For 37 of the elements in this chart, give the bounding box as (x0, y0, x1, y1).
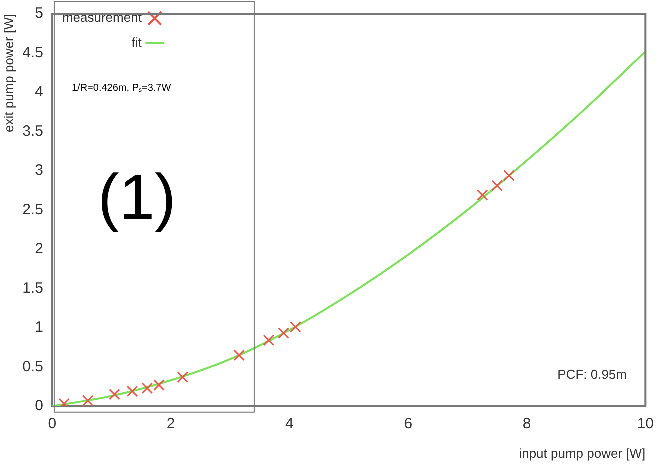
point (234, 350, 246, 362)
x-tick-label: 6 (404, 416, 413, 433)
y-tick-label: 3.5 (22, 122, 44, 140)
point (82, 395, 94, 406)
y-tick-label: 1 (35, 319, 44, 336)
annotation: 1/R=0.426m, Pₛ=3.7W (72, 82, 172, 94)
point (278, 328, 290, 340)
point (142, 382, 154, 394)
point (109, 388, 120, 400)
point (504, 170, 515, 182)
x-tick-label: 8 (522, 416, 532, 433)
y-tick-label: 1.5 (22, 280, 44, 297)
point (290, 321, 302, 333)
y-axis-title: exit pump power [W] (1, 14, 16, 132)
y-tick-label: 2.5 (22, 201, 44, 218)
point (492, 180, 504, 192)
y-tick-label: 4 (35, 84, 44, 101)
x-tick-label: 10 (637, 416, 654, 433)
x-axis-title: input pump power [W] (519, 446, 646, 461)
legend-label: measurement (62, 10, 142, 26)
x-tick-label: 0 (48, 416, 57, 433)
point (476, 190, 488, 201)
point (263, 334, 275, 346)
annotation: PCF: 0.95m (558, 367, 627, 382)
y-tick-label: 5 (35, 5, 44, 22)
x-tick-label: 2 (166, 416, 176, 433)
point (126, 386, 138, 398)
y-tick-label: 2 (35, 240, 44, 258)
y-tick-label: 3 (35, 162, 44, 180)
y-tick-label: 0.5 (22, 358, 44, 376)
y-tick-label: 0 (35, 398, 44, 415)
annotation: (1) (98, 160, 176, 234)
x-tick-label: 4 (286, 416, 294, 433)
y-tick-label: 4.5 (22, 44, 44, 62)
point (177, 372, 189, 384)
legend-label: fit (132, 35, 142, 50)
point (154, 380, 165, 391)
